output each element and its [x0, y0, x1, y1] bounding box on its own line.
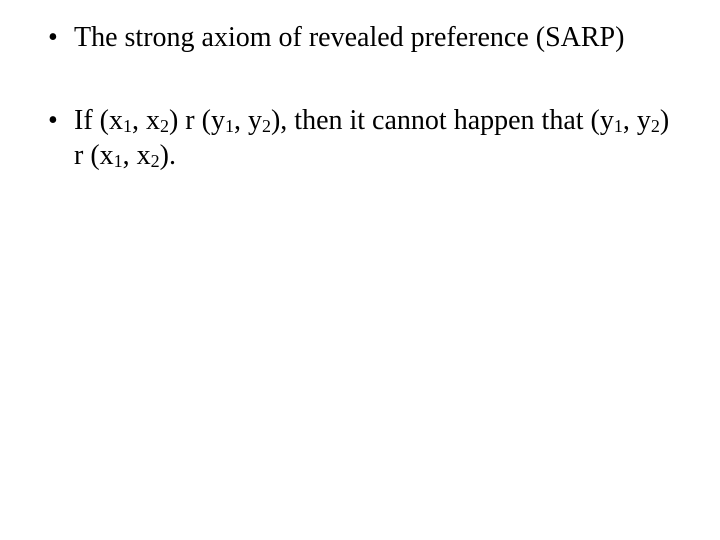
- body-text: , x: [132, 105, 160, 136]
- subscript-text: 1: [114, 151, 123, 171]
- subscript-text: 1: [614, 116, 623, 136]
- body-text: ) r (y: [169, 105, 225, 136]
- bullet-item-2: If (x1, x2) r (y1, y2), then it cannot h…: [40, 103, 680, 173]
- body-text: , y: [623, 105, 651, 136]
- body-text: , x: [123, 140, 151, 171]
- bullet-item-1: The strong axiom of revealed preference …: [40, 20, 680, 55]
- slide: The strong axiom of revealed preference …: [0, 0, 720, 540]
- subscript-text: 2: [160, 116, 169, 136]
- subscript-text: 2: [651, 116, 660, 136]
- subscript-text: 2: [262, 116, 271, 136]
- subscript-text: 2: [151, 151, 160, 171]
- body-text: If (x: [74, 105, 123, 136]
- body-text: The strong axiom of revealed preference …: [74, 22, 624, 53]
- subscript-text: 1: [123, 116, 132, 136]
- subscript-text: 1: [225, 116, 234, 136]
- body-text: , y: [234, 105, 262, 136]
- body-text: ), then it cannot happen that (y: [271, 105, 614, 136]
- body-text: ).: [160, 140, 176, 171]
- bullet-list: The strong axiom of revealed preference …: [40, 20, 680, 173]
